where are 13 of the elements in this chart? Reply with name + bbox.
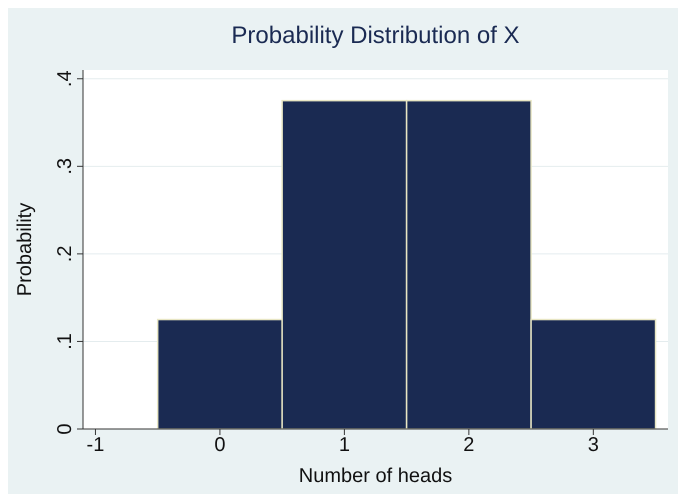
y-axis-title: Probability [14,202,36,296]
y-tick-label: .1 [54,333,76,350]
y-tick-label: 0 [54,423,76,435]
x-tick-label: 3 [588,434,599,456]
x-tick-label: -1 [86,434,104,456]
y-tick-label: .2 [54,246,76,262]
x-tick-label: 0 [214,434,226,456]
y-tick-label: .4 [54,70,76,88]
x-tick-label: 1 [338,434,350,456]
chart-title: Probability Distribution of X [230,22,521,50]
y-tick-label: .3 [54,158,76,175]
x-tick-label: 2 [463,434,474,456]
x-axis-title: Number of heads [298,465,452,487]
